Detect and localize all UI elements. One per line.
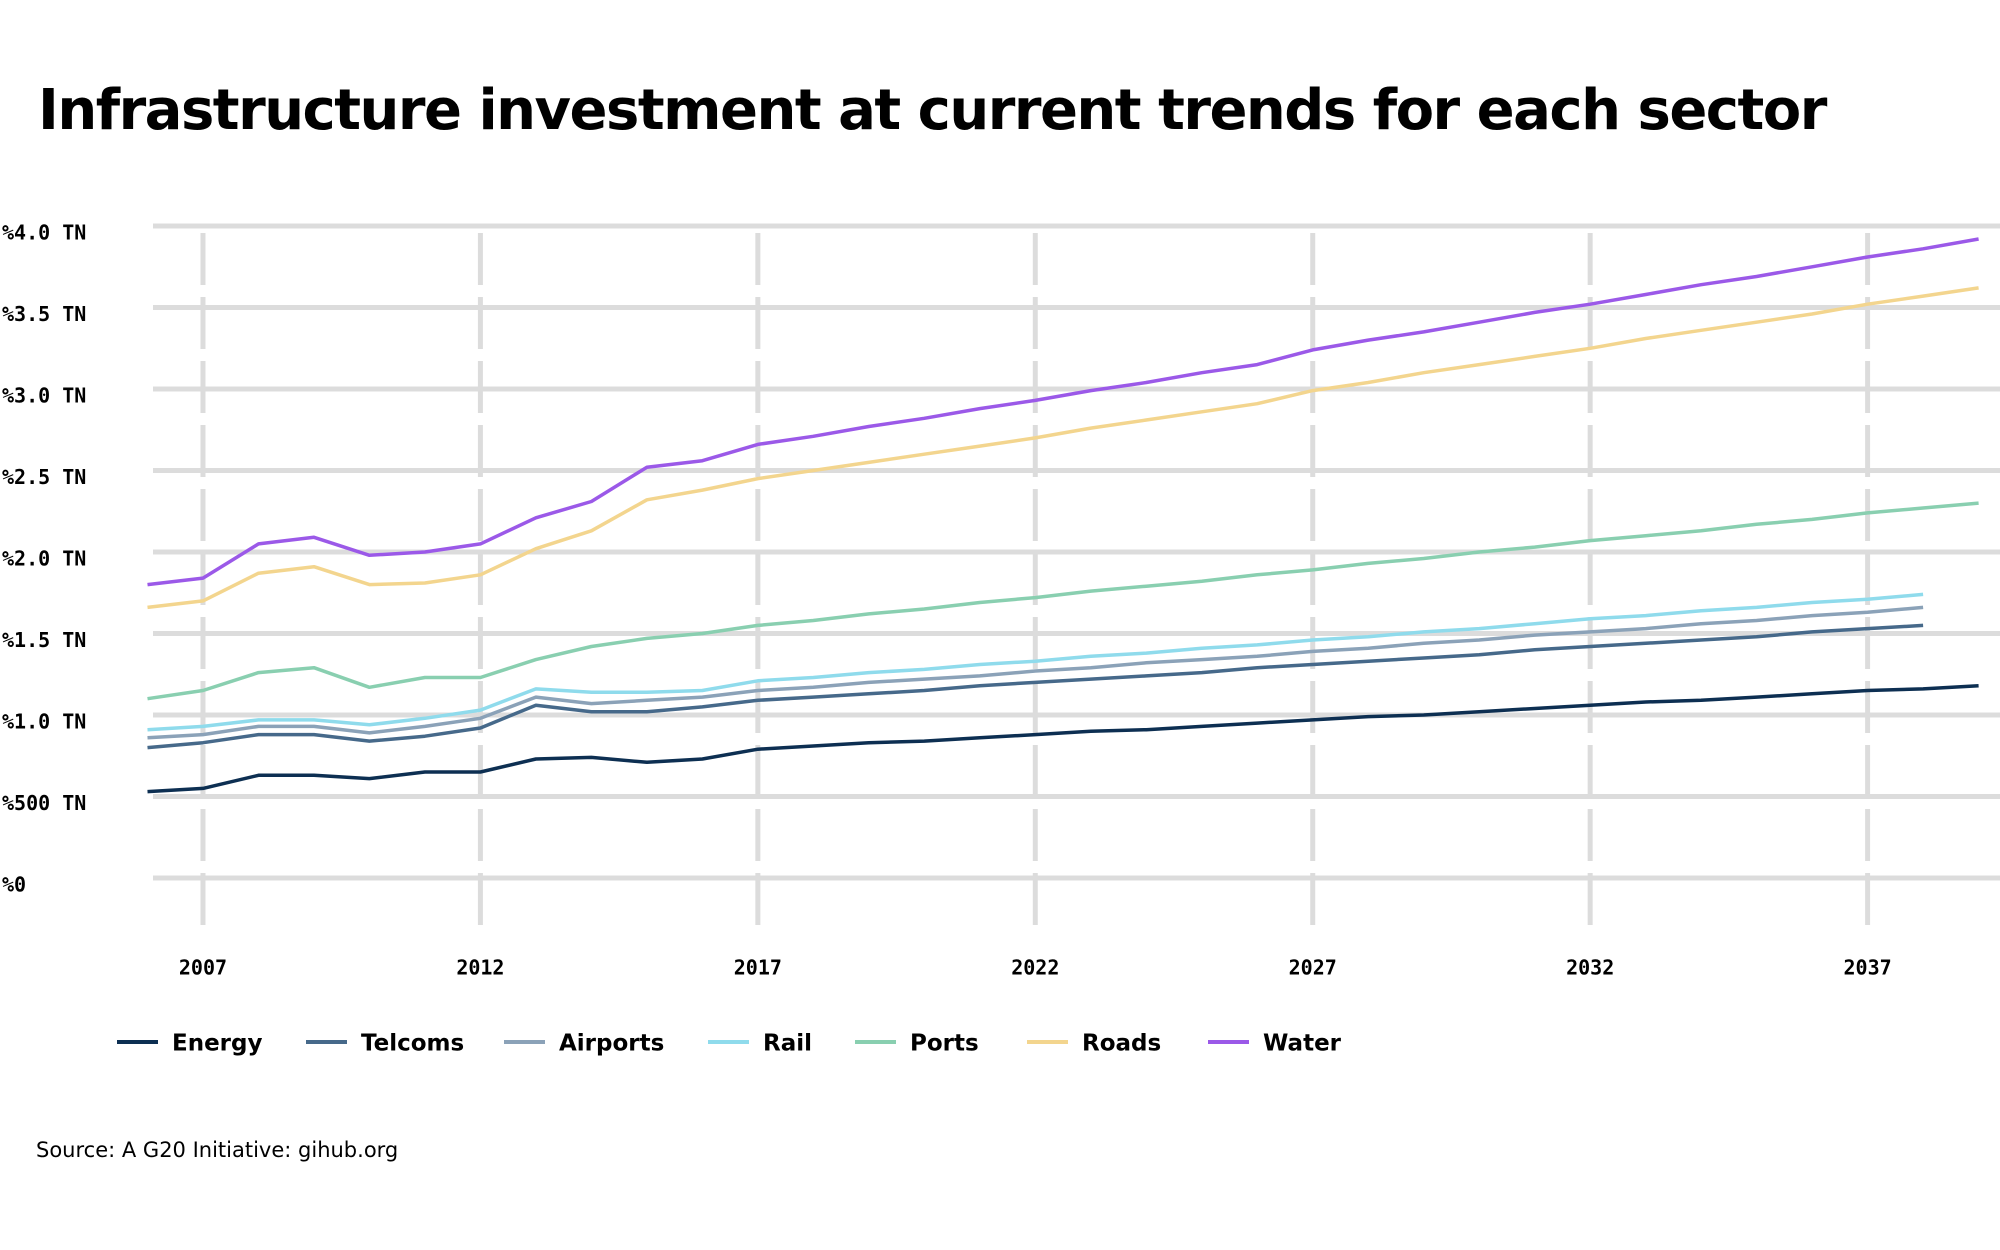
x-tick-label: 2012 xyxy=(456,956,504,980)
y-tick-label: %2.5 TN xyxy=(2,465,86,489)
series-line xyxy=(147,286,1979,610)
x-tick-label: 2007 xyxy=(179,956,227,980)
legend-label: Telcoms xyxy=(361,1031,464,1057)
y-tick-label: %1.0 TN xyxy=(2,710,86,734)
x-tick-label: 2027 xyxy=(1289,956,1337,980)
legend-label: Water xyxy=(1263,1031,1342,1057)
series-line xyxy=(147,623,1924,750)
source-note: Source: A G20 Initiative: gihub.org xyxy=(36,1138,398,1162)
y-tick-label: %1.5 TN xyxy=(2,628,86,652)
x-tick-label: 2022 xyxy=(1011,956,1059,980)
x-tick-label: 2032 xyxy=(1566,956,1614,980)
y-tick-label: %4.0 TN xyxy=(2,221,86,245)
series-line xyxy=(147,683,1979,794)
chart-title: Infrastructure investment at current tre… xyxy=(38,78,1828,143)
y-tick-label: %2.0 TN xyxy=(2,547,86,571)
series-line xyxy=(147,501,1979,701)
legend-label: Rail xyxy=(763,1031,812,1057)
x-tick-label: 2037 xyxy=(1844,956,1892,980)
legend-label: Ports xyxy=(910,1031,979,1057)
legend-label: Energy xyxy=(172,1031,262,1057)
y-tick-label: %3.0 TN xyxy=(2,384,86,408)
y-tick-label: %3.5 TN xyxy=(2,302,86,326)
y-tick-label: %0 xyxy=(2,873,26,897)
x-tick-label: 2017 xyxy=(734,956,782,980)
series-line xyxy=(147,592,1924,732)
legend-label: Airports xyxy=(559,1031,664,1057)
legend-label: Roads xyxy=(1082,1031,1161,1057)
series-line xyxy=(147,605,1924,740)
series-line xyxy=(147,237,1979,587)
y-tick-label: %500 TN xyxy=(2,791,86,815)
